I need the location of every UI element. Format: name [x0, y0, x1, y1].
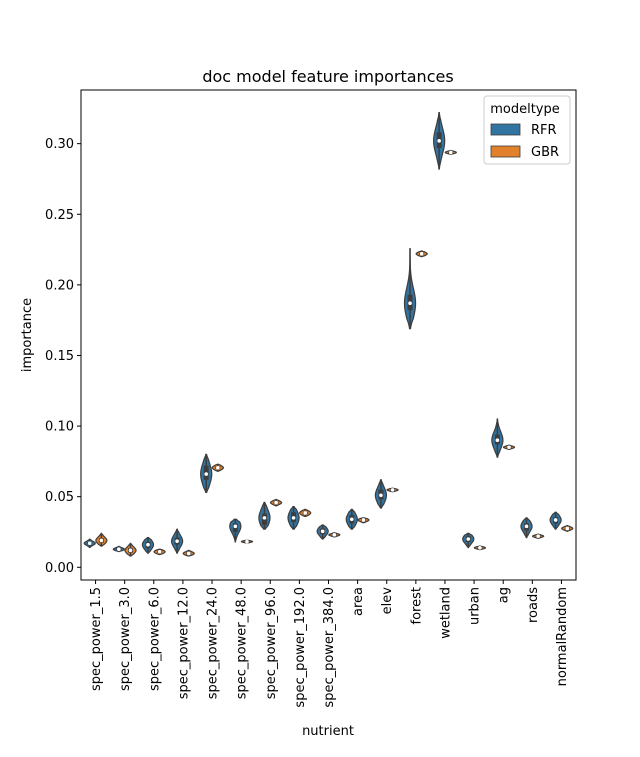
violin-median: [262, 516, 267, 520]
violin-median: [303, 511, 308, 515]
violin-median: [437, 139, 441, 143]
violin-median: [349, 517, 354, 522]
y-axis-label: importance: [20, 298, 35, 372]
violin-median: [361, 518, 366, 522]
chart-title: doc model feature importances: [202, 67, 453, 86]
x-tick-label: spec_power_192.0: [293, 587, 308, 708]
violin-median: [186, 551, 191, 556]
violin-median: [332, 533, 337, 537]
legend-label-rfr: RFR: [531, 123, 557, 138]
violin-median: [507, 445, 511, 450]
x-tick-label: forest: [409, 587, 424, 624]
violin-median: [379, 493, 383, 498]
x-tick-label: area: [351, 587, 366, 616]
x-tick-label: spec_power_1.5: [89, 587, 104, 691]
violin-median: [204, 472, 209, 476]
x-tick-label: roads: [526, 587, 541, 623]
violin-median: [291, 516, 296, 520]
violin-median: [274, 500, 278, 505]
violin-median: [565, 526, 570, 531]
x-tick-label: spec_power_6.0: [147, 587, 162, 691]
violin-median: [419, 252, 424, 256]
y-tick-label: 0.25: [45, 208, 74, 223]
x-tick-label: spec_power_384.0: [322, 587, 337, 708]
violin-median: [448, 150, 453, 155]
violin-median: [390, 488, 395, 492]
y-tick-label: 0.05: [45, 490, 74, 505]
violin-median: [524, 524, 529, 529]
x-axis: spec_power_1.5 spec_power_3.0 spec_power_6…: [89, 580, 570, 708]
violin-median: [175, 539, 179, 543]
legend: modeltype RFR GBR: [483, 95, 571, 165]
y-tick-label: 0.20: [45, 278, 74, 293]
x-tick-label: spec_power_96.0: [264, 587, 279, 699]
violin-median: [478, 546, 482, 550]
violin-median: [216, 465, 220, 470]
y-tick-label: 0.10: [45, 420, 74, 435]
violin-median: [245, 539, 249, 544]
x-tick-label: spec_power_48.0: [235, 587, 250, 699]
violin-layer: [83, 111, 574, 557]
x-tick-label: spec_power_3.0: [118, 587, 133, 691]
violin-median: [146, 542, 150, 547]
violin-median: [553, 518, 558, 522]
y-axis: 0.00 0.05 0.10 0.15 0.20 0.25 0.30: [45, 137, 81, 576]
violin-median: [408, 301, 412, 306]
x-tick-label: wetland: [438, 587, 453, 639]
x-axis-label: nutrient: [302, 724, 354, 739]
violin-median: [536, 534, 540, 539]
violin-median: [320, 529, 325, 534]
x-tick-label: ag: [497, 587, 512, 603]
violin-median: [466, 537, 471, 541]
x-tick-label: spec_power_12.0: [176, 587, 191, 699]
legend-label-gbr: GBR: [531, 145, 559, 160]
violin-median: [99, 538, 104, 543]
x-tick-label: urban: [468, 587, 483, 625]
violin-median: [117, 547, 121, 552]
legend-swatch-rfr: [490, 123, 521, 136]
violin-median: [233, 524, 238, 529]
x-tick-label: normalRandom: [555, 587, 570, 686]
violin-median: [157, 549, 162, 554]
plot-frame: [80, 89, 577, 581]
legend-title: modeltype: [490, 102, 560, 117]
x-tick-label: elev: [380, 587, 395, 615]
legend-swatch-gbr: [490, 145, 521, 158]
violin-median: [128, 548, 133, 553]
violin-median: [495, 438, 500, 443]
y-tick-label: 0.30: [45, 137, 74, 152]
x-tick-label: spec_power_24.0: [206, 587, 221, 699]
y-tick-label: 0.15: [45, 349, 74, 364]
y-tick-label: 0.00: [45, 561, 74, 576]
violin-median: [87, 541, 92, 546]
